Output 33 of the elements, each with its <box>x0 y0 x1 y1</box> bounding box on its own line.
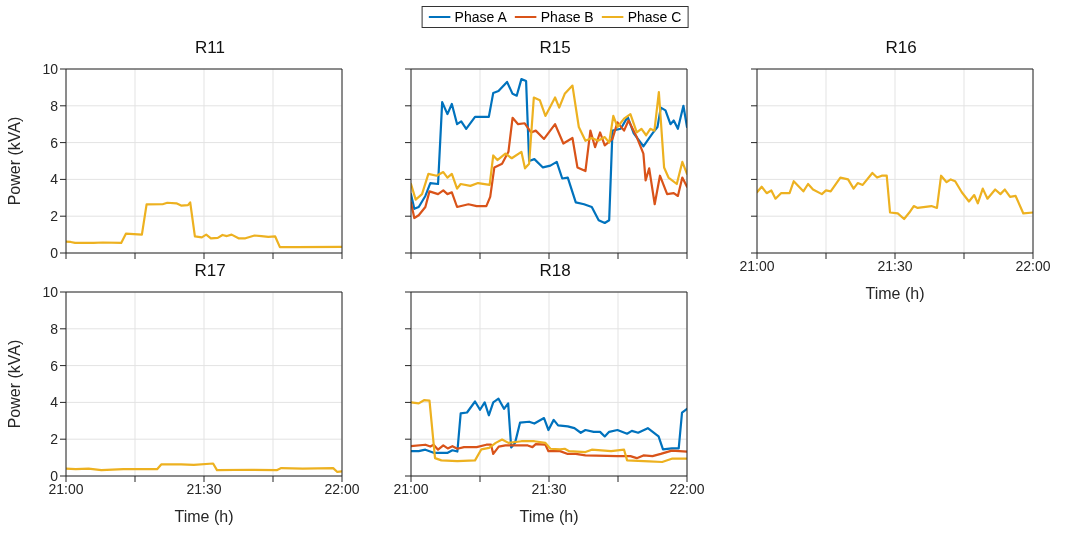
y-tick-label: 4 <box>50 171 59 188</box>
y-tick-label: 2 <box>50 431 59 448</box>
legend-label: Phase A <box>454 9 507 25</box>
x-tick-label: 21:30 <box>531 480 567 497</box>
y-tick-label: 6 <box>50 357 59 374</box>
chart-title: R15 <box>538 38 572 58</box>
chart-title: R17 <box>193 261 227 281</box>
y-tick-label: 4 <box>50 394 59 411</box>
chart-title: R11 <box>194 38 226 58</box>
legend-label: Phase C <box>627 9 682 25</box>
y-tick-label: 2 <box>50 208 59 225</box>
chart-title: R16 <box>884 38 918 58</box>
x-tick-label: 22:00 <box>1015 257 1051 274</box>
x-tick-label: 21:00 <box>393 480 429 497</box>
legend-label: Phase B <box>540 9 594 25</box>
x-tick-label: 21:00 <box>739 257 775 274</box>
x-axis-title: Time (h) <box>519 508 579 525</box>
y-axis-title: Power (kVA) <box>5 116 23 206</box>
line-series <box>66 201 342 249</box>
x-tick-label: 22:00 <box>324 480 360 497</box>
x-tick-label: 22:00 <box>669 480 705 497</box>
y-tick-label: 8 <box>50 320 59 337</box>
chart-title: R18 <box>538 261 572 281</box>
y-tick-label: 8 <box>50 97 59 114</box>
y-tick-label: 6 <box>50 134 59 151</box>
y-tick-label: 0 <box>50 244 59 261</box>
x-axis-title: Time (h) <box>174 508 234 525</box>
x-tick-label: 21:30 <box>877 257 913 274</box>
y-tick-label: 10 <box>42 283 59 300</box>
y-axis-title: Power (kVA) <box>5 339 23 429</box>
x-axis-title: Time (h) <box>865 285 925 302</box>
x-tick-label: 21:30 <box>186 480 222 497</box>
y-tick-label: 10 <box>42 60 59 77</box>
